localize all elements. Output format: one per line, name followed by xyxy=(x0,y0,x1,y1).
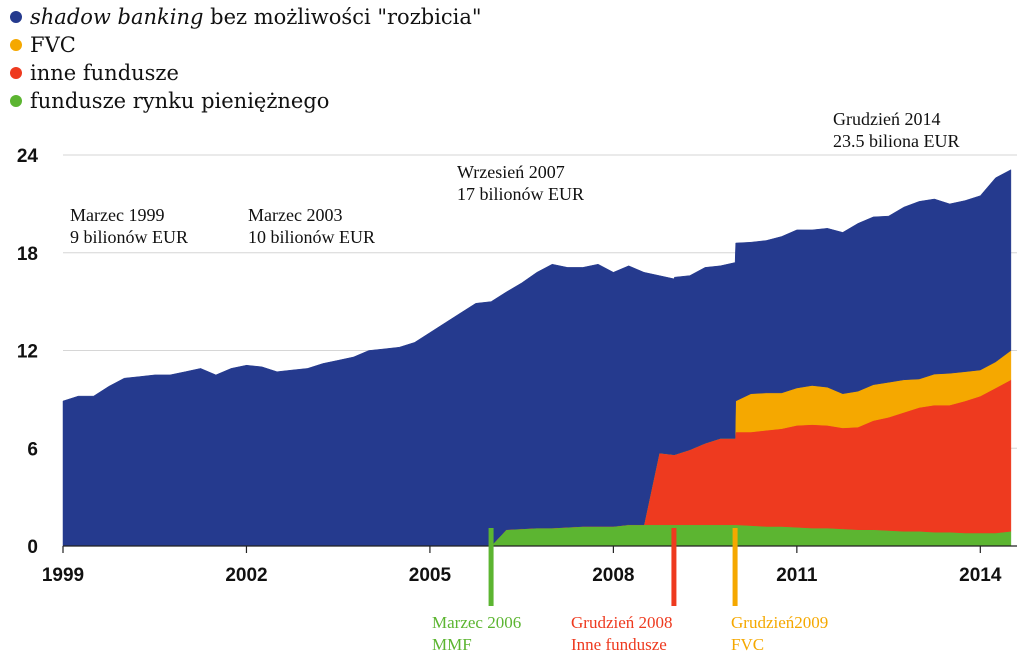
legend-label-1: FVC xyxy=(30,33,76,57)
marker-label-series: FVC xyxy=(731,635,764,654)
marker-label-date: Marzec 2006 xyxy=(432,613,521,632)
annotation-date: Marzec 2003 xyxy=(248,205,342,225)
y-tick-label: 0 xyxy=(27,537,38,558)
legend-swatch-3 xyxy=(10,95,22,107)
x-tick-label: 2002 xyxy=(225,565,267,586)
marker-label-series: MMF xyxy=(432,635,472,654)
legend-label-text: FVC xyxy=(30,33,76,57)
legend-label-text: inne fundusze xyxy=(30,61,179,85)
legend-swatch-0 xyxy=(10,11,22,23)
legend-label-0: shadow banking bez możliwości "rozbicia" xyxy=(30,5,482,29)
legend-label-2: inne fundusze xyxy=(30,61,179,85)
area-series xyxy=(62,169,1012,547)
marker-label-date: Grudzień2009 xyxy=(731,613,828,632)
legend-label-text: bez możliwości "rozbicia" xyxy=(203,5,481,29)
marker-label-date: Grudzień 2008 xyxy=(571,613,673,632)
legend-label-text: fundusze rynku pieniężnego xyxy=(30,89,329,113)
x-tick-label: 1999 xyxy=(42,565,84,586)
legend-swatch-1 xyxy=(10,39,22,51)
annotation-value: 9 bilionów EUR xyxy=(70,227,188,247)
x-tick-label: 2008 xyxy=(592,565,634,586)
annotation-date: Grudzień 2014 xyxy=(833,109,940,129)
chart-legend: shadow banking bez możliwości "rozbicia"… xyxy=(10,5,482,113)
x-tick-label: 2011 xyxy=(776,565,818,586)
y-tick-label: 24 xyxy=(17,146,39,167)
annotation-value: 10 bilionów EUR xyxy=(248,227,375,247)
x-tick-label: 2014 xyxy=(959,565,1002,586)
axes: 0 6 12 18 24 1999 2002 2005 2008 2011 2014 xyxy=(17,146,1017,586)
y-tick-label: 18 xyxy=(17,244,38,265)
marker-label-series: Inne fundusze xyxy=(571,635,667,654)
annotation-date: Marzec 1999 xyxy=(70,205,164,225)
annotation-date: Wrzesień 2007 xyxy=(457,162,565,182)
y-tick-label: 12 xyxy=(17,342,38,363)
legend-swatch-2 xyxy=(10,67,22,79)
event-markers: Marzec 2006 MMF Grudzień 2008 Inne fundusze… xyxy=(432,528,828,654)
x-tick-label: 2005 xyxy=(409,565,452,586)
y-tick-label: 6 xyxy=(27,439,38,460)
legend-label-emphasis: shadow banking xyxy=(30,5,203,29)
annotation-value: 23.5 biliona EUR xyxy=(833,131,960,151)
annotation-value: 17 bilionów EUR xyxy=(457,184,584,204)
legend-label-3: fundusze rynku pieniężnego xyxy=(30,89,329,113)
